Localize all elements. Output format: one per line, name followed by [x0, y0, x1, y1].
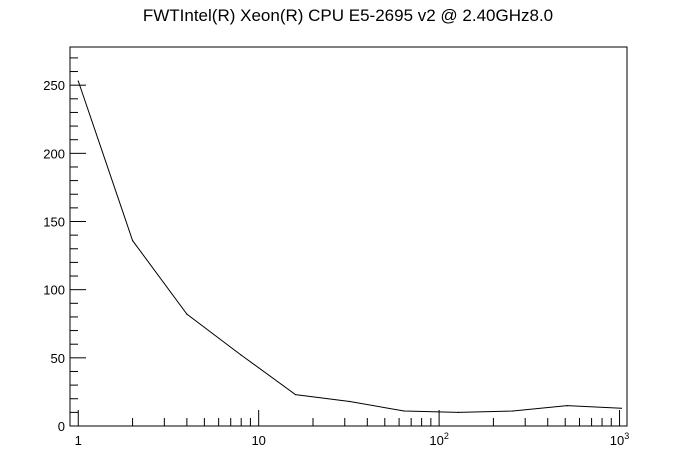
data-point: [77, 80, 79, 82]
chart-title: FWTIntel(R) Xeon(R) CPU E5-2695 v2 @ 2.4…: [142, 6, 554, 25]
y-tick-label: 50: [51, 351, 65, 366]
x-tick-label-base: 10: [610, 433, 624, 448]
data-point: [132, 240, 134, 242]
data-point: [186, 313, 188, 315]
data-point: [566, 405, 568, 407]
y-tick-label: 150: [43, 215, 65, 230]
series-line: [77, 80, 622, 413]
x-tick-label: 102: [429, 431, 448, 448]
y-tick-label: 250: [43, 78, 65, 93]
y-axis: 0 50 100 150 200 250: [43, 57, 86, 434]
x-tick-label-base: 10: [251, 433, 265, 448]
series-group: [77, 80, 623, 413]
data-point: [403, 410, 405, 412]
data-point: [512, 410, 514, 412]
x-tick-label-base: 1: [75, 433, 82, 448]
x-tick-label: 1: [75, 433, 82, 448]
data-point: [349, 400, 351, 403]
x-tick-label: 103: [610, 431, 629, 448]
x-tick-label-base: 10: [429, 433, 443, 448]
x-tick-label: 10: [251, 433, 265, 448]
data-point: [240, 354, 242, 356]
data-point: [620, 407, 623, 409]
data-point: [457, 411, 459, 413]
x-axis: 1 10 102 103: [69, 410, 629, 448]
y-tick-label: 100: [43, 283, 65, 298]
y-tick-label: 200: [43, 146, 65, 161]
x-tick-label-exponent: 3: [624, 431, 629, 441]
data-point: [294, 394, 297, 396]
y-tick-label: 0: [58, 419, 65, 434]
x-tick-label-exponent: 2: [444, 431, 449, 441]
plot-frame: [69, 46, 628, 427]
